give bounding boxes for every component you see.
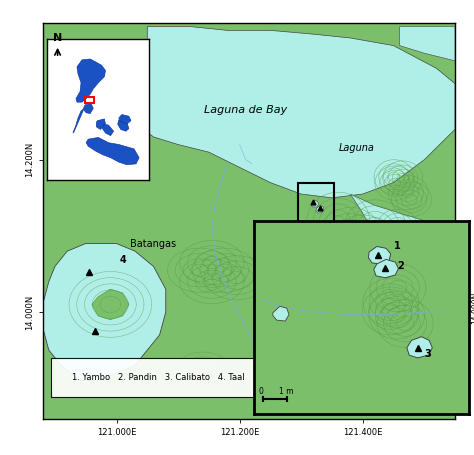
Text: 1 m: 1 m — [280, 387, 294, 396]
Bar — [85, 97, 94, 103]
Text: 2: 2 — [397, 262, 403, 272]
Text: Batangas: Batangas — [130, 238, 176, 248]
Polygon shape — [407, 337, 432, 358]
Polygon shape — [102, 124, 114, 136]
Polygon shape — [350, 194, 455, 282]
Polygon shape — [129, 26, 455, 198]
Text: 0: 0 — [258, 387, 263, 396]
Polygon shape — [73, 109, 83, 133]
Text: 3: 3 — [425, 349, 431, 359]
Polygon shape — [316, 206, 324, 213]
Text: 0: 0 — [360, 396, 365, 405]
Text: 1: 1 — [394, 241, 401, 251]
Bar — [298, 182, 334, 227]
Polygon shape — [43, 243, 166, 380]
Text: 4: 4 — [119, 254, 127, 264]
Text: Laguna de Bay: Laguna de Bay — [204, 105, 287, 115]
Text: Laguna: Laguna — [338, 143, 374, 153]
Text: 1. Yambo   2. Pandin   3. Calibato   4. Taal: 1. Yambo 2. Pandin 3. Calibato 4. Taal — [72, 373, 245, 382]
Polygon shape — [86, 137, 139, 165]
Bar — [283, 243, 455, 392]
Polygon shape — [119, 115, 131, 124]
Polygon shape — [83, 104, 93, 114]
Polygon shape — [400, 26, 455, 61]
Polygon shape — [118, 120, 129, 131]
Polygon shape — [92, 289, 129, 319]
Polygon shape — [273, 306, 289, 321]
Polygon shape — [96, 119, 106, 130]
Text: 14.000N: 14.000N — [472, 292, 474, 324]
Text: N: N — [53, 33, 62, 43]
Text: 1 km: 1 km — [418, 396, 437, 405]
Polygon shape — [76, 59, 106, 102]
Polygon shape — [374, 259, 398, 278]
FancyBboxPatch shape — [51, 358, 265, 397]
Polygon shape — [368, 247, 391, 264]
Polygon shape — [311, 200, 319, 207]
